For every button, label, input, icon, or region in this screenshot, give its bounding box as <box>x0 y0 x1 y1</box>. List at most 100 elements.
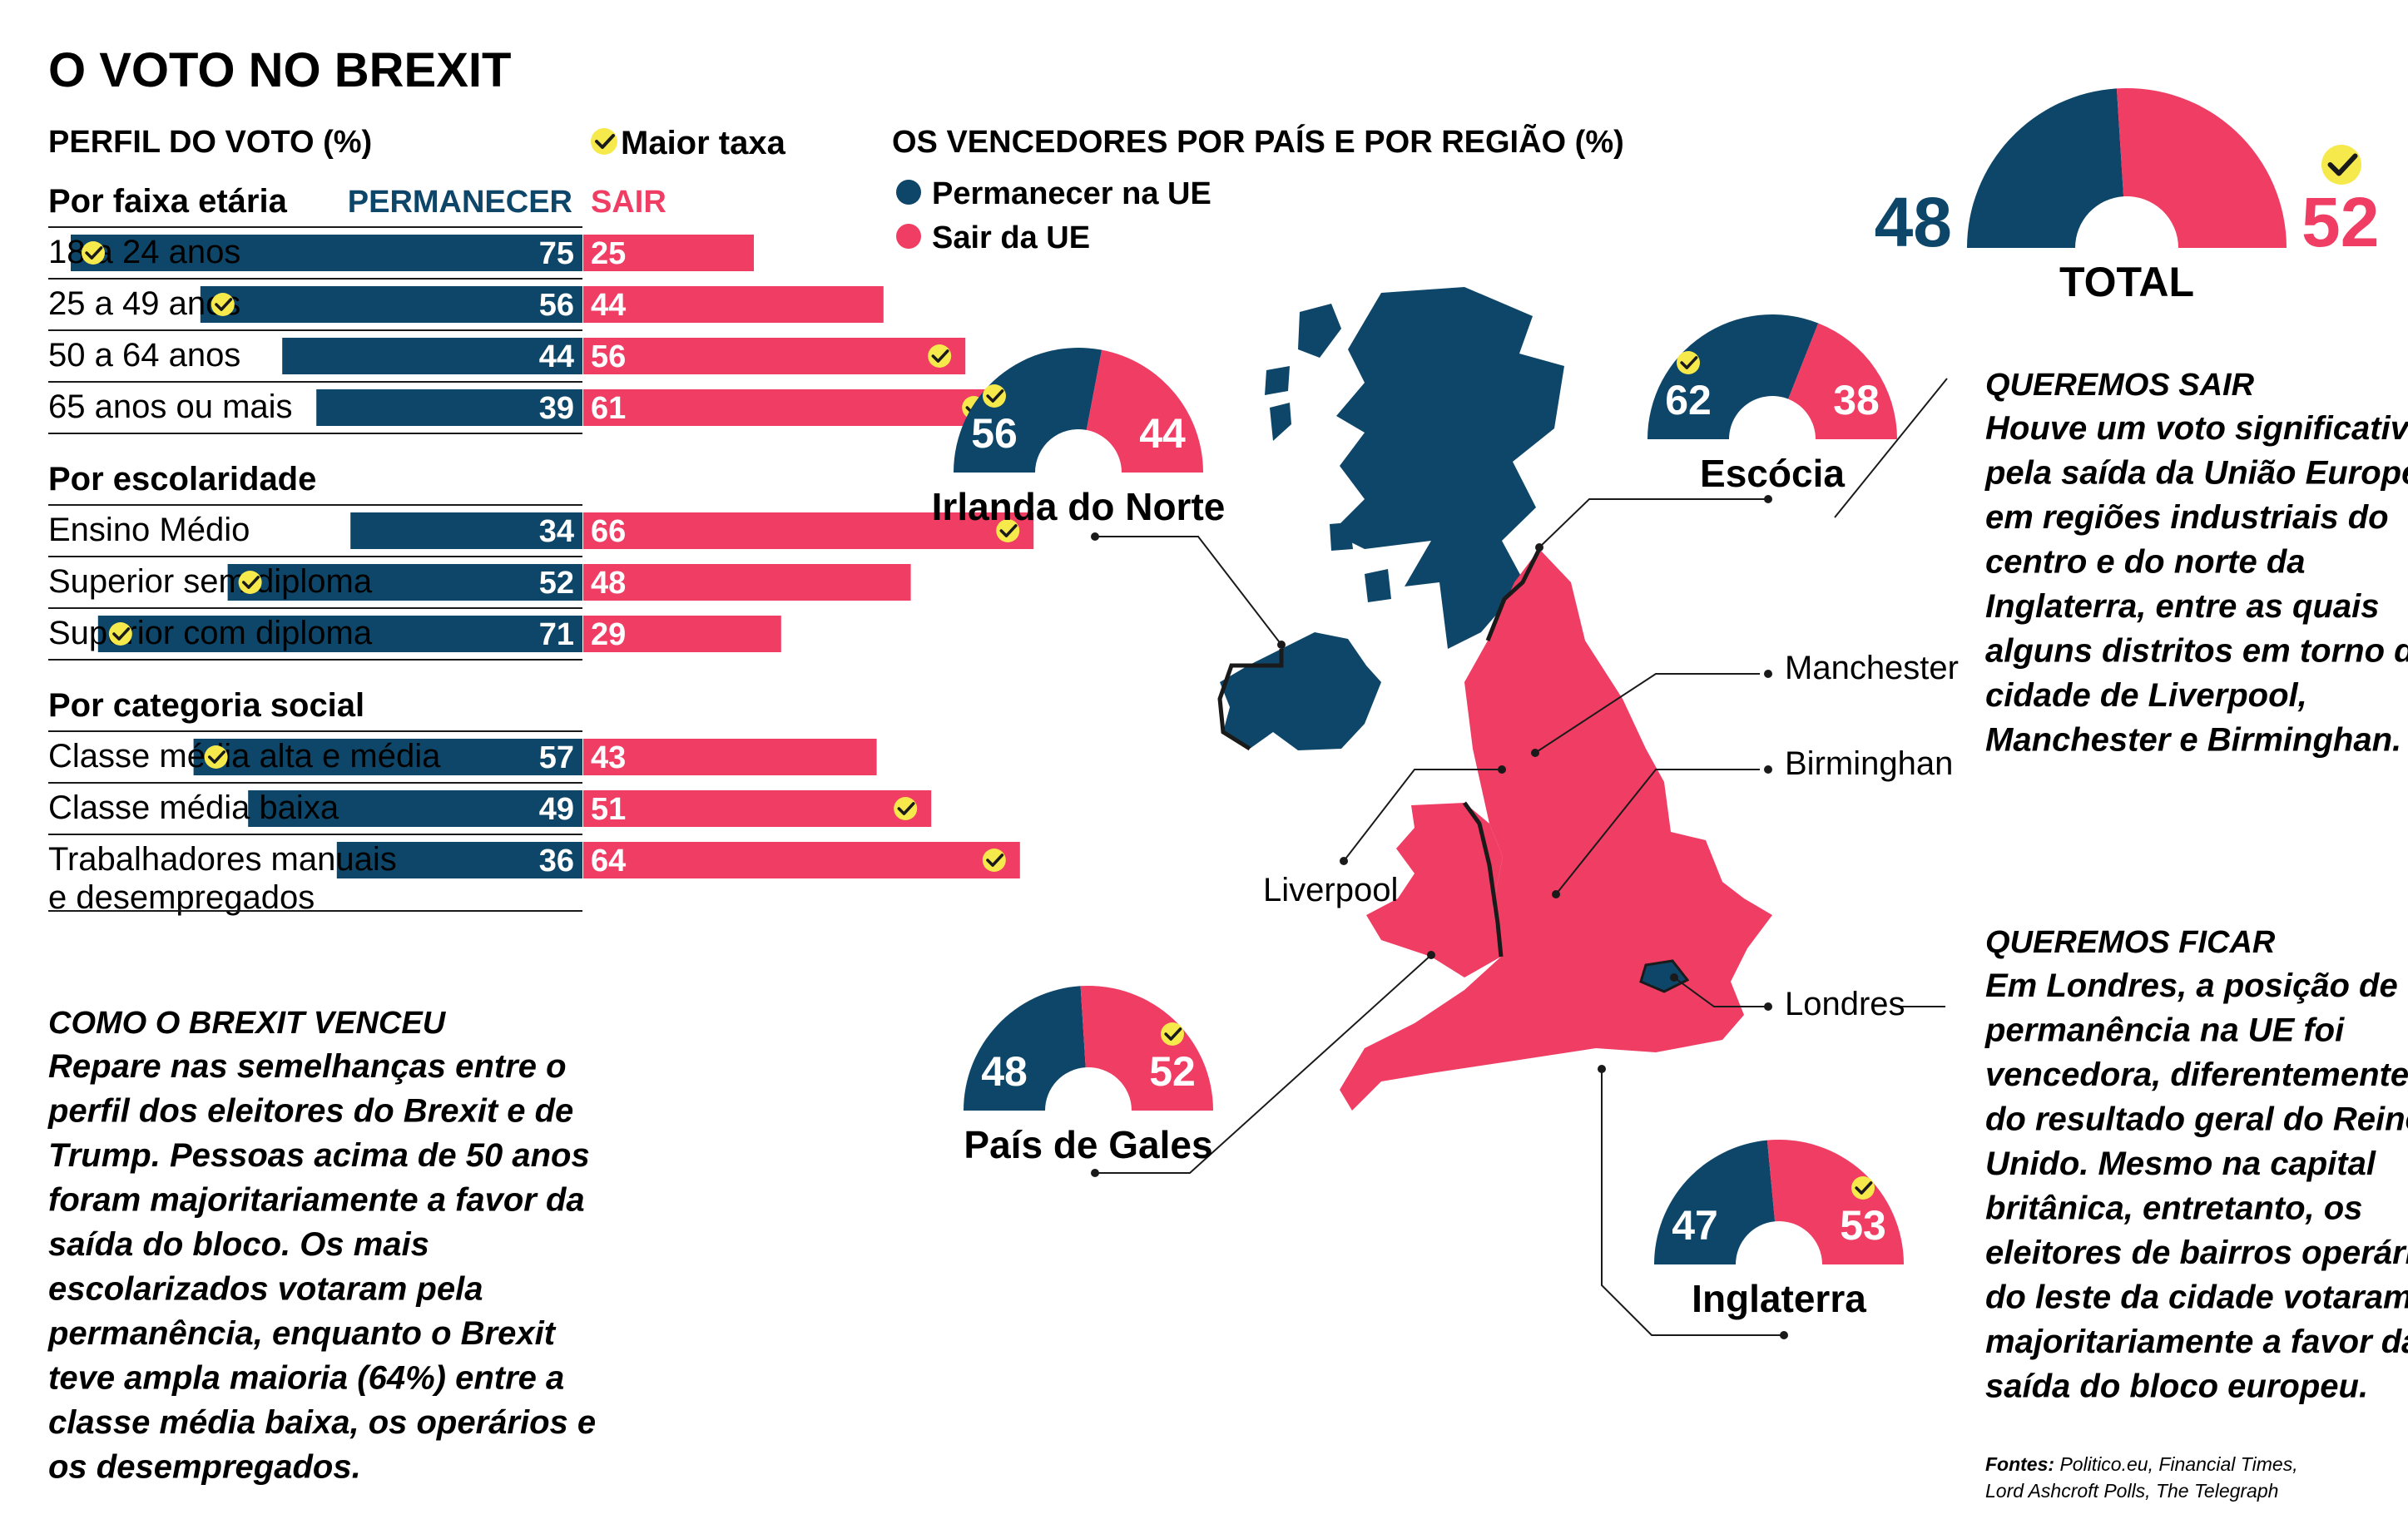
text-line: do leste da cidade votaram <box>1985 1279 2408 1316</box>
text-line: pela saída da União Europeia <box>1984 455 2408 492</box>
donut-remain-slice <box>1647 314 1819 439</box>
map-london <box>1639 959 1690 993</box>
bar-leave <box>583 564 911 601</box>
bar-remain <box>316 389 582 426</box>
text-line: cidade de Liverpool, <box>1985 677 2307 714</box>
text-line: foram majoritariamente a favor da <box>48 1182 585 1219</box>
text-line: perfil dos eleitores do Brexit e de <box>47 1093 573 1130</box>
bar-leave <box>583 842 1020 878</box>
value-remain: 34 <box>539 514 574 549</box>
map-border-northern-ireland <box>1217 649 1284 751</box>
text-line: majoritariamente a favor da <box>1985 1324 2408 1360</box>
donut-remain-slice <box>954 348 1102 473</box>
text-line: os desempregados. <box>48 1449 361 1486</box>
value-remain: 36 <box>539 844 574 878</box>
check-icon <box>2321 145 2361 185</box>
map-england <box>1340 549 1772 1111</box>
city-label-liverpool: Liverpool <box>1263 872 1398 908</box>
leader-lines <box>1095 378 1948 1336</box>
sources-label: Fontes: <box>1985 1453 2054 1475</box>
text-line: Manchester e Birminghan. <box>1985 722 2401 759</box>
map-scotland-isle-4 <box>1330 522 1353 551</box>
donut-value-remain: 48 <box>1875 183 1952 261</box>
check-icon <box>1851 1176 1875 1200</box>
text-line: Inglaterra, entre as quais <box>1985 588 2380 625</box>
donut-leave-slice <box>1788 323 1897 439</box>
donut-remain-slice <box>1654 1140 1776 1264</box>
value-remain: 56 <box>539 288 574 323</box>
map-border-scotland-england <box>1485 547 1542 641</box>
bar-leave <box>583 286 884 323</box>
bar-remain <box>248 790 582 827</box>
value-leave: 56 <box>591 339 626 374</box>
row-label: 50 a 64 anos <box>48 337 240 374</box>
donut-leave-slice <box>1080 986 1213 1111</box>
value-remain: 71 <box>539 617 574 652</box>
bar-leave <box>583 790 932 827</box>
donut-value-remain: 48 <box>981 1048 1028 1095</box>
text-line: vencedora, diferentemente <box>1985 1057 2408 1093</box>
leader-dots <box>1091 495 1788 1339</box>
check-legend-label: Maior taxa <box>621 125 786 161</box>
row-label: Classe média alta e média <box>48 738 441 774</box>
legend-leave-label: Sair da UE <box>932 220 1090 255</box>
bar-remain <box>71 235 582 271</box>
donut-leave-slice <box>2116 88 2287 248</box>
donut-value-leave: 52 <box>1149 1048 1196 1095</box>
table-row: Ensino Médio 34 66 <box>48 512 1034 557</box>
donut-value-leave: 53 <box>1840 1202 1886 1249</box>
check-icon <box>204 745 228 769</box>
donut-remain-slice <box>964 986 1086 1111</box>
profile-group: Por escolaridade Ensino Médio 34 66 Superior… <box>48 461 1034 661</box>
check-icon <box>211 293 235 316</box>
donut-label: Irlanda do Norte <box>932 485 1226 528</box>
legend-remain-label: Permanecer na UE <box>932 176 1211 211</box>
map-wales <box>1366 803 1503 977</box>
bar-remain <box>200 286 583 323</box>
donut-1: 56 44 Irlanda do Norte <box>932 348 1226 528</box>
bar-leave <box>583 389 1000 426</box>
check-icon <box>928 344 952 368</box>
bar-leave <box>583 616 781 652</box>
table-row: Superior com diploma 71 29 <box>48 615 781 661</box>
col-header-remain: PERMANECER <box>348 185 572 220</box>
vote-profile-table: Por faixa etária PERMANECER SAIR 18 a 24 an… <box>48 183 1034 916</box>
donut-4: 47 53 Inglaterra <box>1654 1140 1904 1320</box>
text-line: saída do bloco europeu. <box>1985 1368 2368 1405</box>
row-label-2: e desempregados <box>48 879 315 916</box>
table-row: 25 a 49 anos 56 44 <box>48 285 884 331</box>
donut-3: 48 52 País de Gales <box>964 986 1213 1166</box>
map-scotland-isle-5 <box>1365 569 1391 602</box>
check-legend-icon <box>591 128 617 155</box>
donut-label: Inglaterra <box>1692 1277 1866 1320</box>
table-row: Classe média baixa 49 51 <box>48 789 932 835</box>
donut-value-remain: 62 <box>1665 377 1712 423</box>
col-header-leave: SAIR <box>591 185 666 220</box>
value-remain: 75 <box>539 236 574 271</box>
map-scotland-isle-3 <box>1270 403 1291 441</box>
bar-remain <box>350 512 582 549</box>
bar-leave <box>583 512 1034 549</box>
map-scotland-isle-1 <box>1298 304 1341 358</box>
how-text: Repare nas semelhanças entre o perfil dos… <box>47 1048 596 1486</box>
check-icon <box>982 849 1006 872</box>
donut-remain-slice <box>1967 88 2124 248</box>
donut-2: 62 38 Escócia <box>1647 314 1897 495</box>
value-leave: 66 <box>591 514 626 549</box>
donut-0: 48 52 TOTAL <box>1875 88 2379 305</box>
group-title: Por categoria social <box>48 687 364 724</box>
bar-remain <box>193 739 582 775</box>
profile-title: PERFIL DO VOTO (%) <box>48 125 372 160</box>
value-leave: 44 <box>591 288 626 323</box>
check-icon <box>238 571 262 594</box>
table-row: Superior sem diploma 52 48 <box>48 563 911 609</box>
donut-label: País de Gales <box>964 1123 1212 1166</box>
text-line: Em Londres, a posição de <box>1985 967 2398 1004</box>
value-remain: 49 <box>539 792 574 827</box>
check-icon <box>894 797 918 820</box>
how-title: COMO O BREXIT VENCEU <box>48 1006 447 1041</box>
row-label: 25 a 49 anos <box>48 285 240 322</box>
legend-leave-dot <box>896 224 921 249</box>
donut-value-leave: 44 <box>1139 410 1186 457</box>
